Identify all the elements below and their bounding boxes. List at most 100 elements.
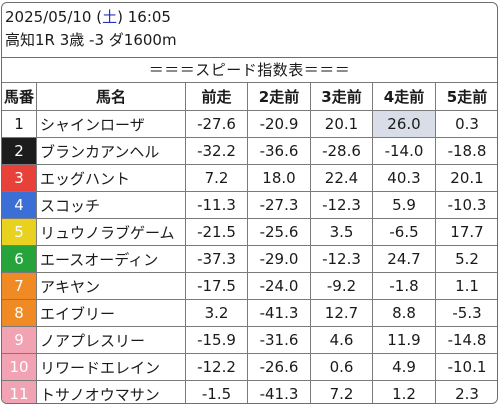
speed-index-last-race-cell: -37.3 — [185, 245, 248, 273]
col-header-4-races-ago: 4走前 — [372, 82, 436, 111]
race-time: 16:05 — [127, 8, 171, 26]
table-row: 1 シャインローザ -27.6 -20.9 20.1 26.0 0.3 — [2, 110, 497, 138]
speed-index-2-races-ago-cell: -41.3 — [247, 380, 311, 403]
speed-index-3-races-ago-cell: 22.4 — [310, 164, 373, 192]
speed-index-5-races-ago-cell: 0.3 — [435, 110, 497, 138]
speed-index-5-races-ago-cell: 1.1 — [435, 272, 497, 300]
horse-number-cell: 11 — [2, 380, 37, 403]
speed-index-3-races-ago-cell: 7.2 — [310, 380, 373, 403]
table-row: 3 エッグハント 7.2 18.0 22.4 40.3 20.1 — [2, 164, 497, 192]
horse-name-cell: ノアプレスリー — [36, 326, 186, 354]
horse-name-cell: エースオーディン — [36, 245, 186, 273]
speed-index-2-races-ago-cell: -26.6 — [247, 353, 311, 381]
speed-index-5-races-ago-cell: -5.3 — [435, 299, 497, 327]
horse-name-cell: エイブリー — [36, 299, 186, 327]
speed-index-4-races-ago-cell: 11.9 — [372, 326, 436, 354]
speed-index-last-race-cell: 7.2 — [185, 164, 248, 192]
horse-name-cell: ブランカアンヘル — [36, 137, 186, 165]
speed-index-last-race-cell: -17.5 — [185, 272, 248, 300]
speed-index-5-races-ago-cell: 17.7 — [435, 218, 497, 246]
speed-index-last-race-cell: -27.6 — [185, 110, 248, 138]
speed-index-3-races-ago-cell: 4.6 — [310, 326, 373, 354]
speed-index-2-races-ago-cell: -41.3 — [247, 299, 311, 327]
table-row: 5 リュウノラブゲーム -21.5 -25.6 3.5 -6.5 17.7 — [2, 218, 497, 246]
horse-name-cell: シャインローザ — [36, 110, 186, 138]
horse-name-cell: トサノオウマサン — [36, 380, 186, 403]
race-conditions: 高知1R 3歳 -3 ダ1600m — [5, 31, 177, 49]
speed-index-5-races-ago-cell: 2.3 — [435, 380, 497, 403]
table-row: 11 トサノオウマサン -1.5 -41.3 7.2 1.2 2.3 — [2, 380, 497, 403]
speed-index-3-races-ago-cell: -28.6 — [310, 137, 373, 165]
table-title: ＝＝＝スピード指数表＝＝＝ — [2, 57, 497, 82]
speed-index-4-races-ago-cell: 40.3 — [372, 164, 436, 192]
speed-index-3-races-ago-cell: 3.5 — [310, 218, 373, 246]
speed-index-2-races-ago-cell: -24.0 — [247, 272, 311, 300]
horse-number-cell: 2 — [2, 137, 37, 165]
table-row: 7 アキヤン -17.5 -24.0 -9.2 -1.8 1.1 — [2, 272, 497, 300]
col-header-last-race: 前走 — [185, 82, 248, 111]
table-row: 10 リワードエレイン -12.2 -26.6 0.6 4.9 -10.1 — [2, 353, 497, 381]
race-datetime: 2025/05/10 (土) 16:05 — [5, 8, 171, 26]
speed-index-3-races-ago-cell: -12.3 — [310, 245, 373, 273]
speed-index-4-races-ago-cell: 5.9 — [372, 191, 436, 219]
speed-index-5-races-ago-cell: -10.3 — [435, 191, 497, 219]
horse-number-cell: 7 — [2, 272, 37, 300]
speed-index-5-races-ago-cell: -18.8 — [435, 137, 497, 165]
speed-index-4-races-ago-cell: 26.0 — [372, 110, 436, 138]
col-header-2-races-ago: 2走前 — [247, 82, 311, 111]
table-row: 2 ブランカアンヘル -32.2 -36.6 -28.6 -14.0 -18.8 — [2, 137, 497, 165]
table-header-row: 馬番 馬名 前走 2走前 3走前 4走前 5走前 — [2, 82, 497, 111]
table-row: 4 スコッチ -11.3 -27.3 -12.3 5.9 -10.3 — [2, 191, 497, 219]
horse-name-cell: スコッチ — [36, 191, 186, 219]
speed-index-last-race-cell: 3.2 — [185, 299, 248, 327]
speed-index-3-races-ago-cell: 0.6 — [310, 353, 373, 381]
col-header-horse-number: 馬番 — [2, 82, 37, 111]
race-day-of-week: 土 — [102, 8, 118, 26]
horse-name-cell: アキヤン — [36, 272, 186, 300]
horse-number-cell: 9 — [2, 326, 37, 354]
speed-index-panel: 2025/05/10 (土) 16:05 高知1R 3歳 -3 ダ1600m ＝… — [1, 2, 498, 404]
horse-number-cell: 5 — [2, 218, 37, 246]
speed-index-4-races-ago-cell: 4.9 — [372, 353, 436, 381]
table-row: 6 エースオーディン -37.3 -29.0 -12.3 24.7 5.2 — [2, 245, 497, 273]
col-header-3-races-ago: 3走前 — [310, 82, 373, 111]
horse-number-cell: 1 — [2, 110, 37, 138]
speed-index-2-races-ago-cell: -36.6 — [247, 137, 311, 165]
speed-index-last-race-cell: -21.5 — [185, 218, 248, 246]
race-info-block: 2025/05/10 (土) 16:05 高知1R 3歳 -3 ダ1600m — [2, 3, 497, 57]
table-row: 9 ノアプレスリー -15.9 -31.6 4.6 11.9 -14.8 — [2, 326, 497, 354]
speed-index-2-races-ago-cell: -20.9 — [247, 110, 311, 138]
horse-number-cell: 6 — [2, 245, 37, 273]
race-date: 2025/05/10 — [5, 8, 92, 26]
horse-number-cell: 8 — [2, 299, 37, 327]
speed-index-last-race-cell: -32.2 — [185, 137, 248, 165]
speed-index-table: 馬番 馬名 前走 2走前 3走前 4走前 5走前 1 シャインローザ -27.6 -2… — [2, 82, 497, 403]
speed-index-4-races-ago-cell: -6.5 — [372, 218, 436, 246]
speed-index-last-race-cell: -1.5 — [185, 380, 248, 403]
horse-number-cell: 4 — [2, 191, 37, 219]
speed-index-2-races-ago-cell: 18.0 — [247, 164, 311, 192]
speed-index-4-races-ago-cell: 1.2 — [372, 380, 436, 403]
speed-index-5-races-ago-cell: 20.1 — [435, 164, 497, 192]
speed-index-4-races-ago-cell: -1.8 — [372, 272, 436, 300]
horse-name-cell: リワードエレイン — [36, 353, 186, 381]
speed-index-4-races-ago-cell: 8.8 — [372, 299, 436, 327]
speed-index-5-races-ago-cell: 5.2 — [435, 245, 497, 273]
speed-index-5-races-ago-cell: -14.8 — [435, 326, 497, 354]
speed-index-2-races-ago-cell: -27.3 — [247, 191, 311, 219]
speed-index-4-races-ago-cell: -14.0 — [372, 137, 436, 165]
horse-number-cell: 3 — [2, 164, 37, 192]
table-row: 8 エイブリー 3.2 -41.3 12.7 8.8 -5.3 — [2, 299, 497, 327]
speed-index-3-races-ago-cell: 20.1 — [310, 110, 373, 138]
horse-number-cell: 10 — [2, 353, 37, 381]
horse-name-cell: リュウノラブゲーム — [36, 218, 186, 246]
speed-index-2-races-ago-cell: -25.6 — [247, 218, 311, 246]
speed-index-3-races-ago-cell: -12.3 — [310, 191, 373, 219]
speed-index-2-races-ago-cell: -29.0 — [247, 245, 311, 273]
speed-index-3-races-ago-cell: -9.2 — [310, 272, 373, 300]
speed-index-3-races-ago-cell: 12.7 — [310, 299, 373, 327]
speed-index-last-race-cell: -12.2 — [185, 353, 248, 381]
horse-name-cell: エッグハント — [36, 164, 186, 192]
col-header-horse-name: 馬名 — [36, 82, 186, 111]
speed-index-last-race-cell: -15.9 — [185, 326, 248, 354]
